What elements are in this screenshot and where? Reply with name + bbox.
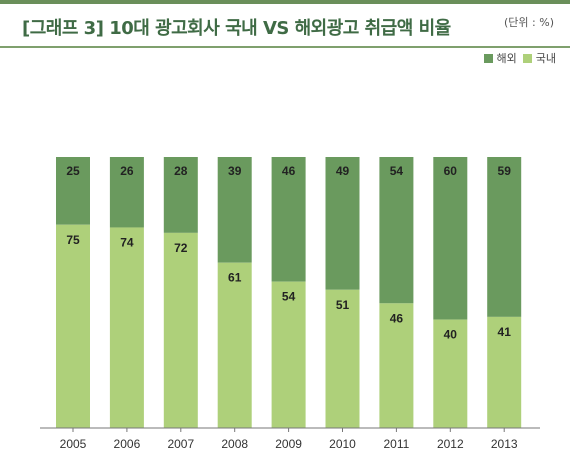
legend-label-overseas: 해외 <box>496 52 517 65</box>
bar-domestic-2012 <box>433 319 468 428</box>
data-label-overseas-2010: 49 <box>336 164 350 178</box>
x-tick-label-2013: 2013 <box>491 437 518 451</box>
bar-overseas-2011 <box>379 157 414 304</box>
data-label-domestic-2010: 51 <box>336 298 350 312</box>
x-tick-label-2012: 2012 <box>437 437 464 451</box>
legend-swatch-overseas <box>483 53 493 63</box>
bar-overseas-2010 <box>325 157 360 290</box>
data-label-domestic-2005: 75 <box>66 233 80 247</box>
data-label-overseas-2007: 28 <box>174 164 188 178</box>
x-tick-label-2008: 2008 <box>221 437 248 451</box>
legend-item-domestic: 국내 <box>522 50 556 66</box>
x-tick-label-2005: 2005 <box>60 437 87 451</box>
legend-label-domestic: 국내 <box>535 52 556 65</box>
data-label-overseas-2009: 46 <box>282 164 296 178</box>
bar-overseas-2008 <box>217 157 252 263</box>
title-rule <box>0 46 570 48</box>
x-tick-label-2006: 2006 <box>114 437 141 451</box>
bar-domestic-2013 <box>487 316 522 428</box>
top-rule <box>0 0 570 4</box>
data-label-overseas-2012: 60 <box>444 164 458 178</box>
data-label-domestic-2012: 40 <box>444 328 458 342</box>
data-label-overseas-2006: 26 <box>120 164 134 178</box>
bar-overseas-2012 <box>433 157 468 320</box>
data-label-domestic-2009: 54 <box>282 290 296 304</box>
legend-item-overseas: 해외 <box>483 50 517 66</box>
data-label-domestic-2006: 74 <box>120 235 134 249</box>
bar-overseas-2006 <box>109 157 144 228</box>
data-label-domestic-2013: 41 <box>498 325 512 339</box>
bar-domestic-2008 <box>217 262 252 428</box>
bar-overseas-2013 <box>487 157 522 317</box>
chart-title: [그래프 3] 10대 광고회사 국내 VS 해외광고 취급액 비율 <box>22 18 451 39</box>
x-tick-label-2011: 2011 <box>383 437 409 451</box>
bar-domestic-2005 <box>56 224 90 428</box>
bar-overseas-2007 <box>163 157 198 233</box>
data-label-domestic-2011: 46 <box>390 311 404 325</box>
bar-domestic-2007 <box>163 232 198 428</box>
data-label-overseas-2005: 25 <box>66 164 80 178</box>
bar-overseas-2005 <box>56 157 90 225</box>
x-tick-label-2010: 2010 <box>329 437 356 451</box>
bar-domestic-2010 <box>325 289 360 428</box>
legend: 해외 국내 <box>483 50 556 66</box>
unit-label: (단위 : %) <box>504 16 554 29</box>
x-tick-label-2007: 2007 <box>167 437 194 451</box>
data-label-domestic-2007: 72 <box>174 241 188 255</box>
legend-swatch-domestic <box>522 53 532 63</box>
data-label-overseas-2008: 39 <box>228 164 242 178</box>
data-label-domestic-2008: 61 <box>228 271 242 285</box>
bar-domestic-2006 <box>109 227 144 428</box>
data-label-overseas-2011: 54 <box>390 164 404 178</box>
x-tick-label-2009: 2009 <box>275 437 302 451</box>
bar-overseas-2009 <box>271 157 306 282</box>
data-label-overseas-2013: 59 <box>498 164 512 178</box>
bar-domestic-2009 <box>271 281 306 428</box>
bar-domestic-2011 <box>379 303 414 428</box>
